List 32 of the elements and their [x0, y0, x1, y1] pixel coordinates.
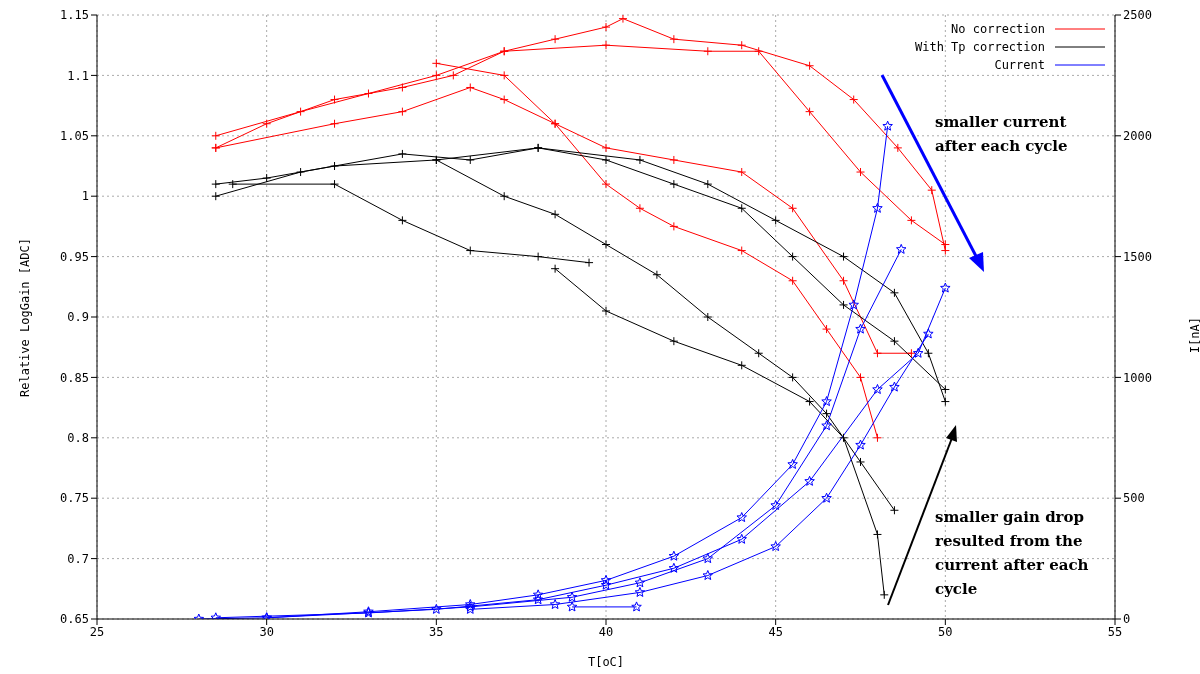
legend-label: No correction: [951, 22, 1045, 36]
x-tick-label: 55: [1107, 624, 1123, 639]
x-tick-label: 25: [89, 624, 105, 639]
annotation: smaller current after each cycle: [935, 112, 1069, 157]
y-tick-label: 0.65: [60, 612, 89, 627]
x-tick-label: 35: [429, 624, 444, 639]
y2-tick-label: 2000: [1123, 129, 1152, 144]
y-tick-label: 1.15: [60, 8, 89, 23]
y2-tick-label: 1000: [1123, 370, 1152, 385]
y2-tick-label: 1500: [1123, 249, 1152, 264]
y-tick-label: 1.05: [60, 129, 89, 144]
y-tick-label: 0.85: [60, 370, 89, 385]
y-tick-label: 0.95: [60, 249, 89, 264]
x-tick-label: 40: [598, 624, 614, 639]
y2-tick-label: 0: [1123, 612, 1131, 627]
y-tick-label: 0.8: [67, 431, 89, 446]
y-tick-label: 0.75: [60, 491, 89, 506]
y-tick-label: 1.1: [67, 68, 89, 83]
legend-label: Current: [994, 58, 1045, 72]
y2-tick-label: 2500: [1123, 8, 1152, 23]
y-axis-title: Relative LogGain [ADC]: [18, 238, 33, 397]
x-tick-label: 30: [259, 624, 274, 639]
y-tick-label: 1: [81, 189, 89, 204]
y-tick-label: 0.7: [67, 551, 89, 566]
y2-tick-label: 500: [1123, 491, 1145, 506]
legend-label: With Tp correction: [914, 40, 1045, 54]
x-tick-label: 45: [768, 624, 783, 639]
y-tick-label: 0.9: [67, 310, 89, 325]
annotation: smaller gain drop resulted from the current after each cycle: [935, 507, 1090, 600]
x-axis-title: T[oC]: [587, 655, 625, 669]
y2-axis-title: I[nA]: [1188, 317, 1200, 354]
x-tick-label: 50: [938, 624, 953, 639]
